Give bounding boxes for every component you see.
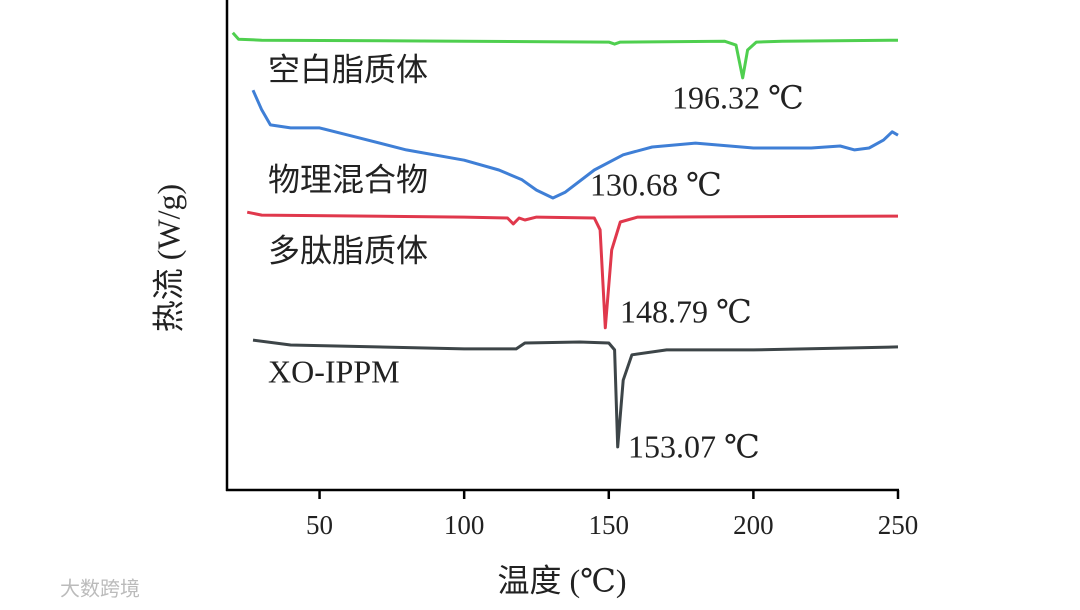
peak-label: 196.32 ℃ [672,79,804,115]
x-axis-label: 温度 (℃) [497,562,626,598]
watermark: 大数跨境 [60,577,140,601]
y-axis-label: 热流 (W/g) [150,184,186,332]
series-label: XO-IPPM [268,353,400,389]
line-series [252,338,899,449]
x-tick-label: 100 [444,510,485,540]
series-label: 物理混合物 [268,161,428,197]
series-label: 空白脂质体 [268,51,428,87]
peak-label: 148.79 ℃ [620,293,752,329]
x-tick-label: 50 [306,510,333,540]
line-series [246,210,899,330]
line-series [231,31,899,80]
x-tick-label: 250 [878,510,919,540]
x-tick-label: 150 [589,510,630,540]
peak-label: 153.07 ℃ [628,428,760,464]
series-label: 多肽脂质体 [268,232,428,268]
x-tick-label: 200 [733,510,774,540]
peak-label: 130.68 ℃ [590,166,722,202]
line-series [251,89,899,200]
